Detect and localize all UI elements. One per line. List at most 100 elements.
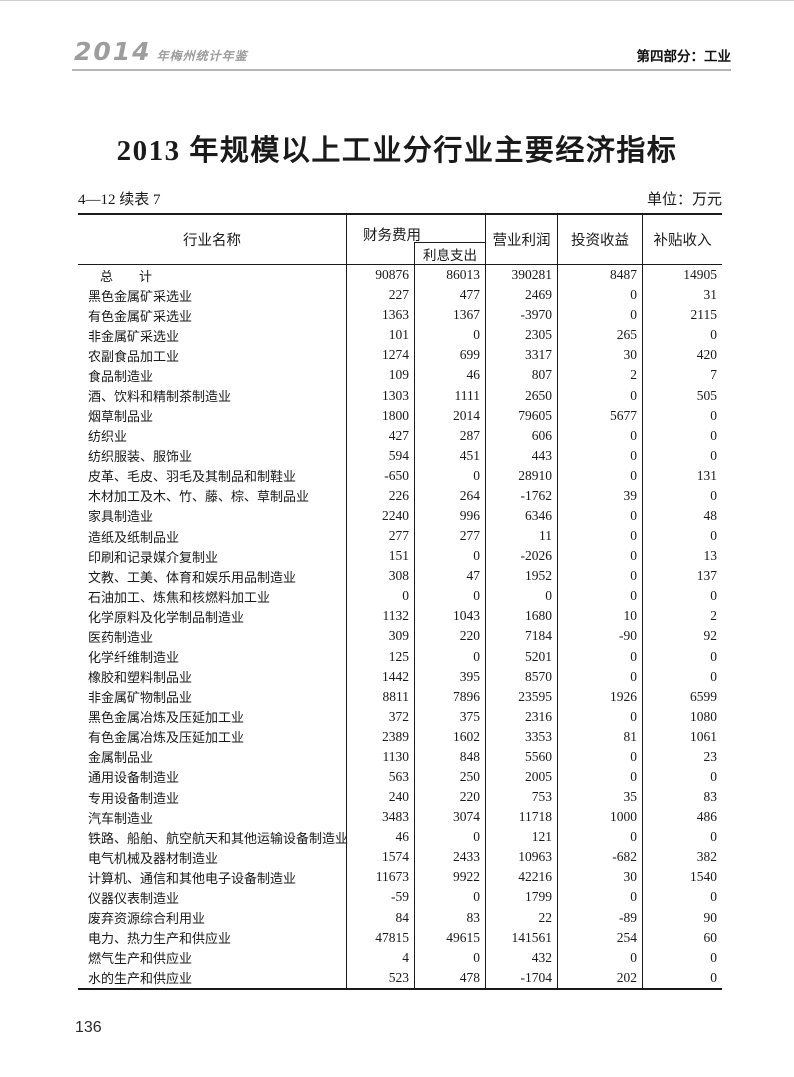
subsidy-income-cell: 420 bbox=[696, 347, 717, 363]
subsidy-income-cell: 0 bbox=[710, 327, 717, 343]
subsidy-income-cell: 2 bbox=[710, 608, 717, 624]
col-header-subsidy-income: 补贴收入 bbox=[653, 233, 712, 249]
interest-expense-cell: 2433 bbox=[415, 847, 486, 868]
investment-income-cell: 0 bbox=[558, 586, 643, 607]
table-row: 烟草制品业 1800 2014 79605 5677 0 bbox=[78, 405, 722, 426]
table-row: 废弃资源综合利用业 84 83 22 -89 90 bbox=[78, 907, 722, 928]
interest-expense-cell: 1367 bbox=[415, 305, 486, 326]
investment-income-cell: -89 bbox=[558, 907, 643, 928]
operating-profit-cell: -1762 bbox=[486, 485, 558, 506]
subsidy-income-cell: 0 bbox=[710, 447, 717, 463]
industry-name-cell: 有色金属矿采选业 bbox=[78, 305, 347, 326]
operating-profit-cell: 3353 bbox=[486, 726, 558, 747]
table-row: 计算机、通信和其他电子设备制造业 11673 9922 42216 30 154… bbox=[78, 867, 722, 888]
industry-name-cell: 文教、工美、体育和娱乐用品制造业 bbox=[78, 566, 347, 587]
financial-expense-cell: 47815 bbox=[347, 927, 415, 948]
interest-expense-cell: 3074 bbox=[415, 807, 486, 828]
industry-name-cell: 燃气生产和供应业 bbox=[78, 947, 347, 968]
investment-income-cell: 0 bbox=[558, 465, 643, 486]
financial-expense-cell: 1274 bbox=[347, 345, 415, 366]
table-header: 行业名称 财务费用 利息支出 营业利润 投资收益 补贴收入 bbox=[78, 215, 722, 265]
table-row: 文教、工美、体育和娱乐用品制造业 308 47 1952 0 137 bbox=[78, 566, 722, 587]
financial-expense-cell: 2240 bbox=[347, 505, 415, 527]
subsidy-income-cell: 48 bbox=[703, 507, 718, 523]
industry-name-cell: 计算机、通信和其他电子设备制造业 bbox=[78, 867, 347, 888]
col-header-operating-profit: 营业利润 bbox=[486, 215, 558, 264]
subsidy-income-cell: 2115 bbox=[690, 307, 718, 323]
table-row: 食品制造业 109 46 807 2 7 bbox=[78, 365, 722, 386]
industry-name-cell: 木材加工及木、竹、藤、棕、草制品业 bbox=[78, 485, 347, 506]
interest-expense-cell: 250 bbox=[415, 766, 486, 788]
investment-income-cell: 0 bbox=[558, 566, 643, 587]
interest-expense-cell: 1111 bbox=[415, 385, 486, 406]
interest-expense-cell: 2014 bbox=[415, 405, 486, 426]
table-row: 纺织服装、服饰业 594 451 443 0 0 bbox=[78, 445, 722, 466]
col-header-financial-expense: 财务费用 bbox=[363, 228, 421, 244]
financial-expense-cell: 2389 bbox=[347, 726, 415, 747]
subsidy-income-cell: 0 bbox=[710, 588, 717, 604]
subsidy-income-cell: 90 bbox=[703, 909, 718, 925]
interest-expense-cell: 375 bbox=[415, 706, 486, 727]
investment-income-cell: 0 bbox=[558, 445, 643, 466]
operating-profit-cell: 5201 bbox=[486, 646, 558, 667]
table-continuation-label: 4—12 续表 7 bbox=[78, 192, 161, 208]
page-number: 136 bbox=[75, 1019, 102, 1036]
subsidy-income-cell: 13 bbox=[703, 548, 718, 564]
industry-name-cell: 石油加工、炼焦和核燃料加工业 bbox=[78, 586, 347, 607]
operating-profit-cell: 8570 bbox=[486, 666, 558, 687]
interest-expense-cell: 699 bbox=[415, 345, 486, 366]
table-row: 黑色金属冶炼及压延加工业 372 375 2316 0 1080 bbox=[78, 706, 722, 727]
interest-expense-cell: 0 bbox=[415, 646, 486, 667]
interest-expense-cell: 477 bbox=[415, 285, 486, 306]
interest-expense-cell: 220 bbox=[415, 787, 486, 808]
industry-name-cell: 烟草制品业 bbox=[78, 405, 347, 426]
interest-expense-cell: 0 bbox=[415, 325, 486, 346]
yearbook-logo-year: 2014 bbox=[74, 37, 152, 66]
investment-income-cell: 0 bbox=[558, 947, 643, 968]
investment-income-cell: 0 bbox=[558, 666, 643, 687]
table-row: 有色金属冶炼及压延加工业 2389 1602 3353 81 1061 bbox=[78, 726, 722, 747]
investment-income-cell: 39 bbox=[558, 485, 643, 506]
interest-expense-cell: 1602 bbox=[415, 726, 486, 747]
financial-expense-cell: 227 bbox=[347, 285, 415, 306]
table-row: 橡胶和塑料制品业 1442 395 8570 0 0 bbox=[78, 666, 722, 687]
subsidy-income-cell: 131 bbox=[696, 467, 717, 483]
col-header-industry: 行业名称 bbox=[78, 215, 347, 264]
operating-profit-cell: -2026 bbox=[486, 546, 558, 567]
industry-name-cell: 专用设备制造业 bbox=[78, 787, 347, 808]
interest-expense-cell: 277 bbox=[415, 526, 486, 547]
industry-name-cell: 食品制造业 bbox=[78, 365, 347, 386]
operating-profit-cell: 2305 bbox=[486, 325, 558, 346]
interest-expense-cell: 996 bbox=[415, 505, 486, 527]
operating-profit-cell: 11 bbox=[486, 526, 558, 547]
table-row: 铁路、船舶、航空航天和其他运输设备制造业 46 0 121 0 0 bbox=[78, 827, 722, 848]
subsidy-income-cell: 382 bbox=[696, 849, 717, 865]
col-header-interest-expense: 利息支出 bbox=[414, 242, 485, 264]
investment-income-cell: -682 bbox=[558, 847, 643, 868]
interest-expense-cell: 86013 bbox=[415, 265, 486, 286]
col-header-investment-income: 投资收益 bbox=[558, 215, 643, 264]
table-row: 医药制造业 309 220 7184 -90 92 bbox=[78, 626, 722, 647]
interest-expense-cell: 49615 bbox=[415, 927, 486, 948]
page-title: 2013 年规模以上工业分行业主要经济指标 bbox=[116, 135, 678, 167]
financial-expense-cell: 90876 bbox=[347, 265, 415, 286]
subsidy-income-cell: 1540 bbox=[690, 869, 717, 885]
interest-expense-cell: 848 bbox=[415, 746, 486, 767]
interest-expense-cell: 264 bbox=[415, 485, 486, 506]
subsidy-income-cell: 0 bbox=[710, 648, 717, 664]
operating-profit-cell: 42216 bbox=[486, 867, 558, 888]
subsidy-income-cell: 14905 bbox=[683, 267, 717, 283]
table-row: 通用设备制造业 563 250 2005 0 0 bbox=[78, 766, 722, 788]
interest-expense-cell: 395 bbox=[415, 666, 486, 687]
table-row: 黑色金属矿采选业 227 477 2469 0 31 bbox=[78, 285, 722, 306]
industry-name-cell: 化学原料及化学制品制造业 bbox=[78, 606, 347, 627]
industry-name-cell: 印刷和记录媒介复制业 bbox=[78, 546, 347, 567]
subsidy-income-cell: 0 bbox=[710, 889, 717, 905]
financial-expense-cell: 563 bbox=[347, 766, 415, 788]
operating-profit-cell: 1680 bbox=[486, 606, 558, 627]
interest-expense-cell: 287 bbox=[415, 425, 486, 446]
financial-expense-cell: 1303 bbox=[347, 385, 415, 406]
table-row: 有色金属矿采选业 1363 1367 -3970 0 2115 bbox=[78, 305, 722, 326]
subsidy-income-cell: 0 bbox=[710, 528, 717, 544]
